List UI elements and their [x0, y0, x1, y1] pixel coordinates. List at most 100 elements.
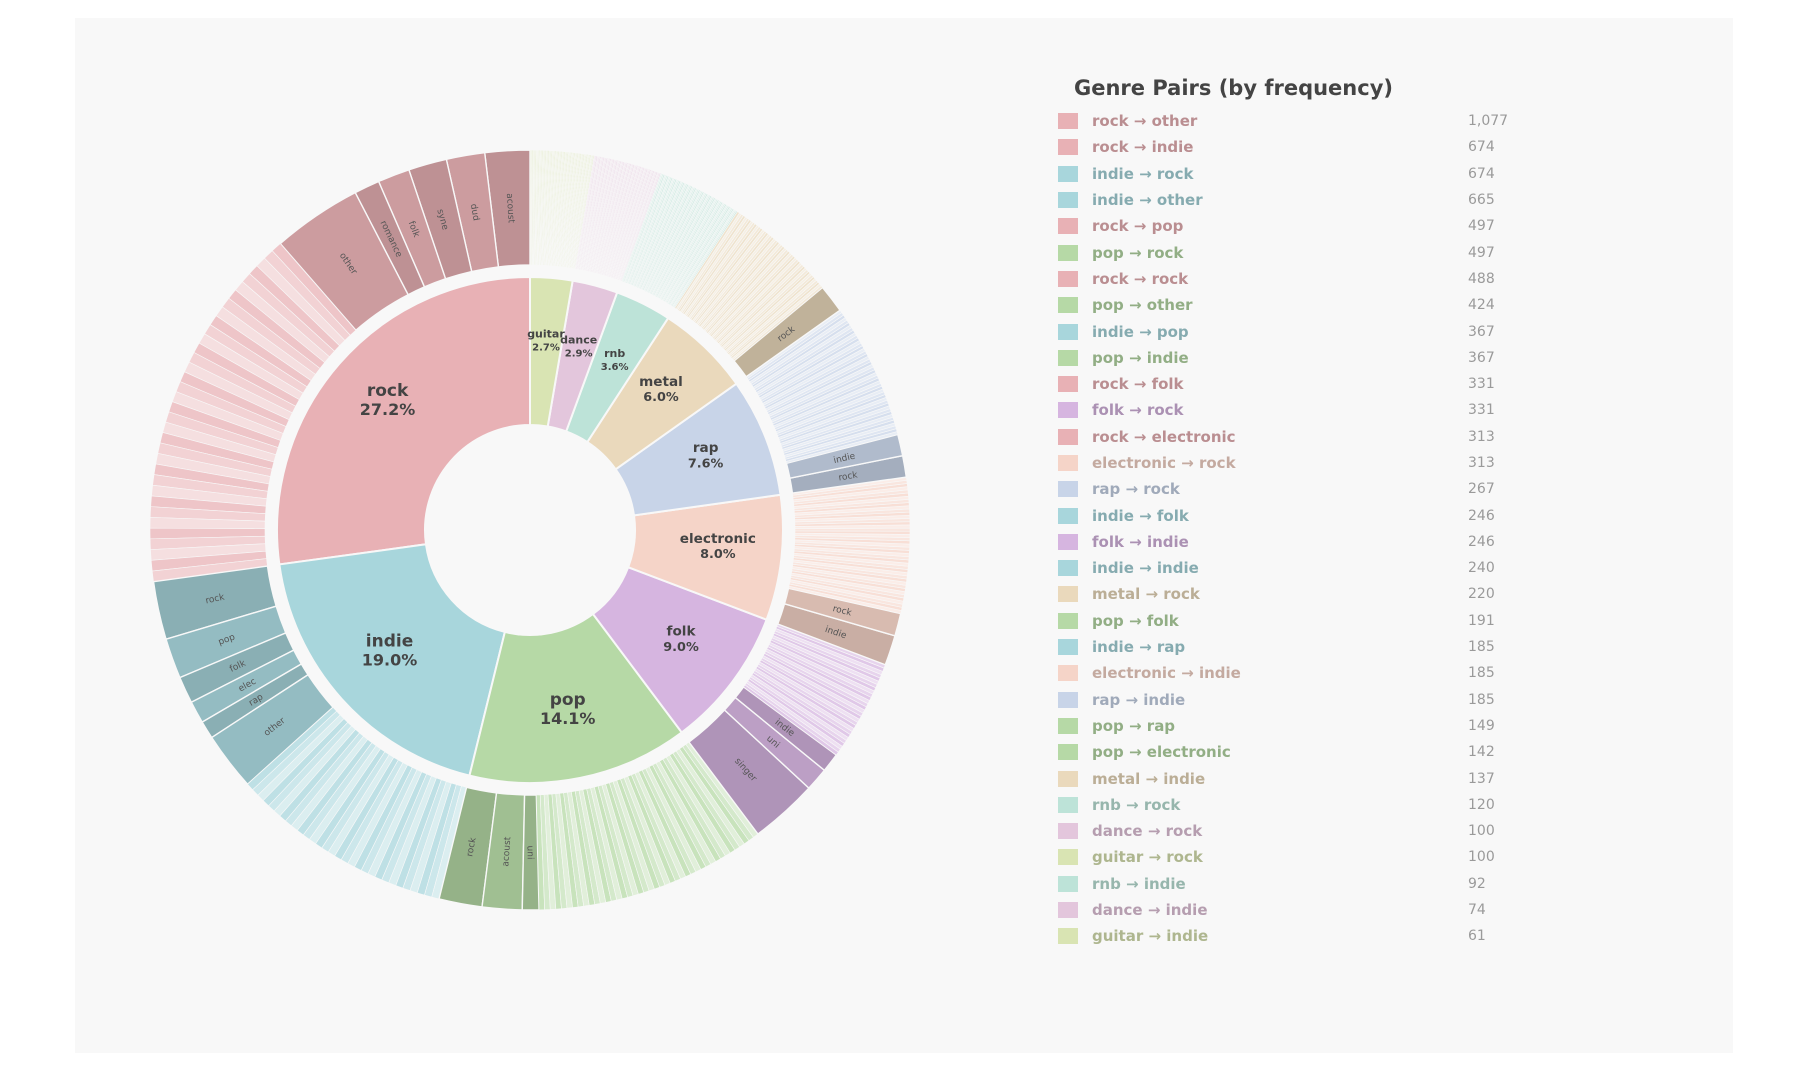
outer-segment-pop-41[interactable] [675, 748, 745, 848]
outer-segment-indie-26[interactable] [367, 769, 423, 878]
outer-segment-indie-15[interactable] [296, 739, 373, 836]
outer-segment-rock-34[interactable] [149, 506, 266, 522]
inner-segment-dance[interactable] [546, 279, 619, 433]
outer-segment-rock-32[interactable] [151, 484, 268, 507]
outer-segment-electronic-1[interactable] [783, 587, 902, 637]
outer-segment-rock-21[interactable] [179, 371, 290, 427]
outer-segment-metal-0[interactable] [733, 286, 841, 378]
outer-segment-rock-1[interactable] [445, 151, 500, 273]
outer-segment-pop-8[interactable] [555, 792, 573, 909]
outer-segment-rock-11[interactable] [235, 281, 330, 363]
outer-segment-pop-17[interactable] [590, 786, 623, 901]
outer-segment-indie-9[interactable] [262, 718, 349, 807]
legend-entry[interactable]: pop → rock 497 [1058, 239, 1528, 265]
inner-segment-pop[interactable] [468, 612, 684, 784]
outer-segment-rock-9[interactable] [249, 265, 340, 352]
outer-segment-pop-1[interactable] [481, 792, 526, 911]
outer-segment-rock-23[interactable] [171, 391, 284, 441]
outer-segment-pop-16[interactable] [586, 787, 618, 902]
outer-segment-indie-2[interactable] [178, 632, 295, 704]
legend-entry[interactable]: indie → pop 367 [1058, 318, 1528, 344]
outer-segment-pop-9[interactable] [559, 792, 579, 908]
legend-entry[interactable]: pop → indie 367 [1058, 345, 1528, 371]
outer-segment-rock-38[interactable] [150, 543, 267, 561]
outer-segment-rock-3[interactable] [377, 168, 447, 288]
legend-entry[interactable]: rap → rock 267 [1058, 476, 1528, 502]
outer-segment-pop-36[interactable] [659, 758, 721, 862]
outer-segment-pop-24[interactable] [616, 778, 661, 890]
outer-segment-rock-15[interactable] [209, 315, 312, 388]
outer-segment-rock-25[interactable] [165, 411, 279, 456]
outer-segment-rock-20[interactable] [184, 361, 293, 421]
outer-segment-pop-29[interactable] [634, 771, 687, 880]
inner-segment-guitar[interactable] [529, 275, 574, 428]
outer-segment-folk-2[interactable] [734, 685, 838, 772]
legend-entry[interactable]: rnb → indie 92 [1058, 871, 1528, 897]
legend-entry[interactable]: folk → rock 331 [1058, 397, 1528, 423]
outer-segment-pop-32[interactable] [645, 766, 702, 873]
legend-entry[interactable]: metal → indie 137 [1058, 765, 1528, 791]
outer-segment-rock-22[interactable] [175, 381, 287, 434]
outer-segment-indie-3[interactable] [190, 649, 303, 724]
legend-entry[interactable]: electronic → rock 313 [1058, 450, 1528, 476]
outer-segment-pop-30[interactable] [638, 769, 692, 878]
outer-segment-rock-14[interactable] [215, 306, 316, 381]
outer-segment-pop-28[interactable] [631, 772, 681, 882]
outer-segment-rock-12[interactable] [228, 289, 326, 369]
outer-segment-indie-14[interactable] [290, 735, 369, 831]
outer-segment-rock-36[interactable] [149, 527, 266, 540]
outer-segment-pop-33[interactable] [648, 764, 707, 870]
outer-segment-pop-2[interactable] [521, 794, 540, 911]
outer-segment-pop-3[interactable] [536, 794, 545, 911]
legend-entry[interactable]: folk → indie 246 [1058, 529, 1528, 555]
outer-segment-rock-28[interactable] [157, 442, 273, 477]
outer-segment-indie-33[interactable] [416, 782, 457, 896]
legend-entry[interactable]: rock → indie 674 [1058, 134, 1528, 160]
outer-segment-indie-34[interactable] [424, 784, 462, 898]
outer-segment-indie-1[interactable] [165, 605, 287, 679]
inner-segment-rock[interactable] [276, 275, 531, 566]
outer-segment-rock-19[interactable] [188, 352, 297, 414]
inner-segment-electronic[interactable] [626, 493, 784, 622]
outer-segment-indie-17[interactable] [308, 745, 381, 845]
outer-segment-pop-37[interactable] [662, 756, 726, 860]
outer-segment-indie-19[interactable] [321, 751, 390, 853]
outer-segment-indie-10[interactable] [268, 721, 353, 812]
inner-segment-folk[interactable] [591, 565, 768, 734]
outer-segment-rock-16[interactable] [204, 324, 308, 394]
outer-segment-rap-0[interactable] [789, 454, 908, 494]
outer-segment-indie-11[interactable] [273, 725, 356, 817]
legend-entry[interactable]: indie → folk 246 [1058, 502, 1528, 528]
legend-entry[interactable]: dance → rock 100 [1058, 818, 1528, 844]
legend-entry[interactable]: rock → electronic 313 [1058, 424, 1528, 450]
legend-entry[interactable]: pop → other 424 [1058, 292, 1528, 318]
legend-entry[interactable]: metal → rock 220 [1058, 581, 1528, 607]
outer-segment-pop-12[interactable] [570, 790, 596, 906]
outer-segment-rock-29[interactable] [155, 453, 271, 485]
outer-segment-indie-24[interactable] [354, 764, 413, 871]
outer-segment-pop-35[interactable] [655, 760, 717, 865]
outer-segment-pop-26[interactable] [623, 775, 671, 886]
outer-segment-rock-4[interactable] [354, 180, 426, 296]
outer-segment-indie-30[interactable] [395, 777, 442, 889]
outer-segment-folk-0[interactable] [687, 708, 810, 836]
outer-segment-pop-0[interactable] [438, 786, 498, 908]
outer-segment-indie-23[interactable] [347, 762, 408, 868]
outer-segment-pop-18[interactable] [593, 785, 629, 900]
outer-segment-pop-22[interactable] [608, 781, 650, 893]
outer-segment-indie-20[interactable] [327, 754, 395, 857]
legend-entry[interactable]: dance → indie 74 [1058, 897, 1528, 923]
outer-segment-electronic-0[interactable] [776, 602, 896, 666]
legend-entry[interactable]: pop → folk 191 [1058, 608, 1528, 634]
legend-entry[interactable]: rnb → rock 120 [1058, 792, 1528, 818]
outer-segment-rock-30[interactable] [153, 463, 270, 492]
legend-entry[interactable]: guitar → indie 61 [1058, 923, 1528, 949]
outer-segment-indie-13[interactable] [285, 732, 365, 827]
legend-entry[interactable]: pop → electronic 142 [1058, 739, 1528, 765]
outer-segment-rock-8[interactable] [256, 257, 346, 347]
legend-entry[interactable]: guitar → rock 100 [1058, 844, 1528, 870]
legend-entry[interactable]: rock → other 1,077 [1058, 108, 1528, 134]
outer-segment-rock-24[interactable] [168, 401, 281, 448]
outer-segment-pop-11[interactable] [567, 791, 590, 907]
legend-entry[interactable]: rock → pop 497 [1058, 213, 1528, 239]
